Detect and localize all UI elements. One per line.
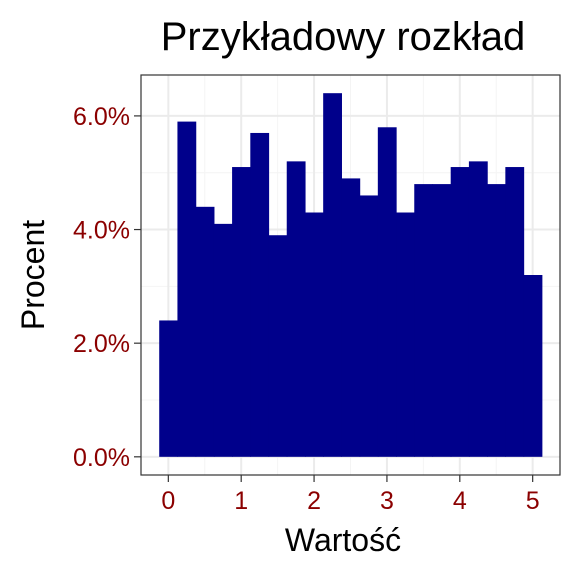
histogram-bar	[323, 93, 342, 457]
histogram-bar	[523, 275, 543, 457]
x-axis: 0 1 2 3 4 5	[161, 475, 540, 515]
histogram-bar	[213, 223, 233, 457]
histogram-bar	[505, 167, 525, 457]
histogram-bar	[396, 212, 415, 457]
histogram-bar	[286, 161, 306, 457]
y-tick-label: 4.0%	[73, 217, 130, 245]
x-tick-label: 5	[526, 487, 540, 515]
histogram-bar	[359, 195, 379, 457]
panel-border	[140, 74, 561, 476]
histogram-bar	[377, 127, 397, 457]
histogram-bar	[232, 167, 251, 457]
x-tick-label: 0	[161, 487, 175, 515]
histogram-bar	[304, 212, 324, 457]
histogram-bar	[268, 235, 288, 457]
histogram-bar	[177, 121, 197, 457]
histogram-bar	[195, 206, 215, 457]
x-tick-label: 3	[380, 487, 394, 515]
histogram-bar	[468, 161, 488, 457]
histogram-bar	[450, 167, 470, 457]
histogram-bar	[487, 184, 506, 457]
y-axis-title: Procent	[15, 220, 51, 330]
y-axis: 0.0% 2.0% 4.0% 6.0%	[73, 103, 141, 472]
histogram-bar	[250, 132, 270, 457]
chart-title: Przykładowy rozkład	[161, 15, 526, 59]
bars	[159, 93, 543, 457]
x-tick-label: 1	[234, 487, 248, 515]
x-axis-title: Wartość	[285, 522, 401, 558]
y-tick-label: 6.0%	[73, 103, 130, 131]
histogram-bar	[432, 184, 452, 457]
x-tick-label: 4	[453, 487, 467, 515]
x-tick-label: 2	[307, 487, 321, 515]
histogram-bar	[341, 178, 361, 457]
histogram-bar	[414, 184, 434, 457]
histogram-bar	[159, 320, 179, 457]
y-tick-label: 2.0%	[73, 330, 130, 358]
y-tick-label: 0.0%	[73, 444, 130, 472]
